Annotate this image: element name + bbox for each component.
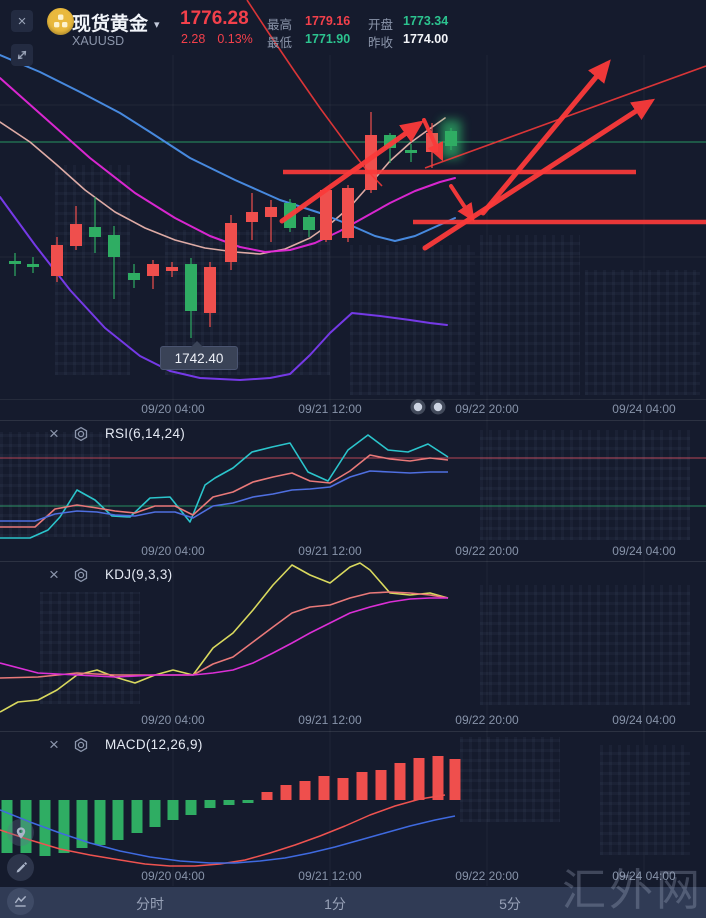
macd-panel-header: × MACD(12,26,9) — [49, 736, 203, 753]
time-label: 09/22 20:00 — [455, 869, 519, 883]
rsi-close-icon[interactable]: × — [49, 424, 59, 443]
skyline-decor — [460, 737, 560, 822]
skyline-decor — [585, 270, 700, 395]
time-label: 09/21 12:00 — [298, 869, 362, 883]
skyline-decor — [55, 165, 130, 375]
time-axis-row: 09/20 04:00 09/21 12:00 09/22 20:00 09/24 0… — [0, 713, 706, 728]
panel-separator — [0, 561, 706, 562]
rsi-title: RSI(6,14,24) — [104, 426, 186, 441]
time-label: 09/21 12:00 — [298, 713, 362, 727]
pin-icon — [16, 826, 25, 839]
symbol-name[interactable]: 现货黄金 ▾ — [72, 14, 160, 35]
resize-arrows-icon — [17, 50, 27, 60]
tab-1min[interactable]: 1分 — [324, 896, 346, 912]
time-label: 09/22 20:00 — [455, 544, 519, 558]
skyline-decor — [480, 430, 690, 540]
time-label: 09/24 04:00 — [612, 713, 676, 727]
time-label: 09/21 12:00 — [298, 402, 362, 416]
collapse-button[interactable] — [11, 44, 33, 66]
line-chart-icon — [14, 895, 27, 907]
low-label: 最低 — [267, 36, 293, 50]
change-percent: 0.13% — [217, 32, 253, 46]
prev-close-label: 昨收 — [368, 36, 394, 50]
high-label: 最高 — [267, 18, 293, 32]
last-price: 1776.28 — [180, 8, 249, 29]
draw-tool-button[interactable] — [7, 854, 34, 881]
low-price-tooltip: 1742.40 — [160, 341, 238, 370]
open-label: 开盘 — [368, 18, 394, 32]
symbol-code: XAUUSD — [72, 34, 125, 48]
time-label: 09/20 04:00 — [141, 869, 205, 883]
time-label: 09/20 04:00 — [141, 402, 205, 416]
kdj-settings-icon[interactable] — [73, 567, 89, 583]
time-label: 09/24 04:00 — [612, 544, 676, 558]
macd-title: MACD(12,26,9) — [104, 737, 203, 752]
skyline-decor — [600, 745, 690, 855]
chart-type-button[interactable] — [7, 888, 34, 915]
time-label: 09/21 12:00 — [298, 544, 362, 558]
panel-separator — [0, 731, 706, 732]
time-label: 09/20 04:00 — [141, 713, 205, 727]
time-label: 09/22 20:00 — [455, 713, 519, 727]
skyline-decor — [0, 432, 110, 537]
axis-line — [0, 399, 706, 400]
high-value: 1779.16 — [305, 14, 351, 28]
site-watermark: 汇外网 — [562, 865, 703, 916]
prev-close-value: 1774.00 — [403, 32, 449, 46]
time-label: 09/20 04:00 — [141, 544, 205, 558]
panel-separator — [0, 420, 706, 421]
skyline-decor — [480, 585, 690, 705]
marker-pin-button[interactable] — [7, 819, 34, 846]
macd-settings-icon[interactable] — [73, 737, 89, 753]
kdj-close-icon[interactable]: × — [49, 565, 59, 584]
rsi-settings-icon[interactable] — [73, 426, 89, 442]
skyline-decor — [350, 245, 475, 395]
chevron-down-icon: ▾ — [154, 19, 160, 31]
skyline-decor — [480, 235, 580, 395]
time-label: 09/24 04:00 — [612, 869, 676, 883]
time-axis-row: 09/20 04:00 09/21 12:00 09/22 20:00 09/24 0… — [0, 869, 706, 884]
kdj-panel-header: × KDJ(9,3,3) — [49, 566, 172, 583]
low-value: 1771.90 — [305, 32, 351, 46]
pencil-icon — [16, 861, 27, 873]
price-change: 2.28 0.13% — [181, 32, 253, 46]
tab-5min[interactable]: 5分 — [499, 896, 521, 912]
time-label: 09/24 04:00 — [612, 402, 676, 416]
time-axis-row: 09/20 04:00 09/21 12:00 09/22 20:00 09/24 0… — [0, 402, 706, 417]
time-label: 09/22 20:00 — [455, 402, 519, 416]
close-chart-button[interactable]: × — [11, 10, 33, 32]
rsi-panel-header: × RSI(6,14,24) — [49, 425, 185, 442]
change-absolute: 2.28 — [181, 32, 206, 46]
timeframe-toolbar: 分时 1分 5分 — [0, 887, 706, 918]
skyline-decor — [40, 592, 140, 704]
open-value: 1773.34 — [403, 14, 449, 28]
tab-timeshare[interactable]: 分时 — [136, 896, 164, 912]
time-axis-row: 09/20 04:00 09/21 12:00 09/22 20:00 09/24 0… — [0, 544, 706, 559]
kdj-title: KDJ(9,3,3) — [104, 567, 173, 582]
gold-coin-icon — [47, 8, 74, 35]
macd-close-icon[interactable]: × — [49, 735, 59, 754]
